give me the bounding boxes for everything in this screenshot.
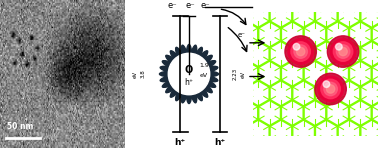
Text: e⁻: e⁻ xyxy=(200,1,210,10)
Ellipse shape xyxy=(190,75,208,97)
Text: eV: eV xyxy=(200,73,208,78)
Ellipse shape xyxy=(190,75,212,93)
Text: h⁺: h⁺ xyxy=(175,138,186,147)
Text: e⁻: e⁻ xyxy=(186,1,195,10)
Ellipse shape xyxy=(170,75,188,97)
Ellipse shape xyxy=(190,61,216,74)
Ellipse shape xyxy=(160,73,187,82)
Circle shape xyxy=(333,42,353,61)
Ellipse shape xyxy=(176,47,189,73)
Text: e⁻: e⁻ xyxy=(238,32,246,38)
Circle shape xyxy=(339,47,347,56)
Ellipse shape xyxy=(189,47,202,73)
Text: O: O xyxy=(185,65,193,75)
Text: e⁻: e⁻ xyxy=(168,1,178,10)
Text: 3.8: 3.8 xyxy=(141,70,146,78)
Circle shape xyxy=(321,79,340,99)
Ellipse shape xyxy=(189,75,202,101)
Ellipse shape xyxy=(160,66,187,75)
Circle shape xyxy=(293,44,300,50)
Ellipse shape xyxy=(176,75,189,101)
Ellipse shape xyxy=(190,55,212,73)
Circle shape xyxy=(296,47,305,56)
Circle shape xyxy=(327,85,335,93)
Ellipse shape xyxy=(181,45,190,73)
Text: eV: eV xyxy=(240,70,246,78)
Text: h⁺: h⁺ xyxy=(215,138,226,147)
Ellipse shape xyxy=(181,75,190,103)
Text: 1.9: 1.9 xyxy=(199,63,209,68)
Circle shape xyxy=(315,73,346,105)
Ellipse shape xyxy=(191,73,218,82)
Ellipse shape xyxy=(191,66,218,75)
Circle shape xyxy=(288,39,313,64)
Circle shape xyxy=(294,45,307,58)
Ellipse shape xyxy=(186,44,192,73)
Ellipse shape xyxy=(188,45,197,73)
Ellipse shape xyxy=(170,51,188,73)
Text: eV: eV xyxy=(132,70,138,78)
Circle shape xyxy=(330,39,356,64)
Text: h⁺: h⁺ xyxy=(184,78,194,87)
Ellipse shape xyxy=(190,51,208,73)
Circle shape xyxy=(336,45,350,58)
Circle shape xyxy=(324,82,337,96)
Circle shape xyxy=(285,36,316,67)
Circle shape xyxy=(336,44,342,50)
Ellipse shape xyxy=(186,75,192,104)
Ellipse shape xyxy=(166,75,188,93)
Ellipse shape xyxy=(162,74,188,87)
Circle shape xyxy=(168,53,210,95)
Circle shape xyxy=(323,81,330,87)
Circle shape xyxy=(327,36,359,67)
Ellipse shape xyxy=(162,61,188,74)
Circle shape xyxy=(291,42,310,61)
Ellipse shape xyxy=(191,71,218,77)
Ellipse shape xyxy=(188,75,197,103)
Text: 50 nm: 50 nm xyxy=(8,122,34,131)
Ellipse shape xyxy=(190,74,216,87)
Ellipse shape xyxy=(160,71,187,77)
Text: 2.23: 2.23 xyxy=(232,68,237,80)
Ellipse shape xyxy=(166,55,188,73)
Circle shape xyxy=(318,76,343,102)
